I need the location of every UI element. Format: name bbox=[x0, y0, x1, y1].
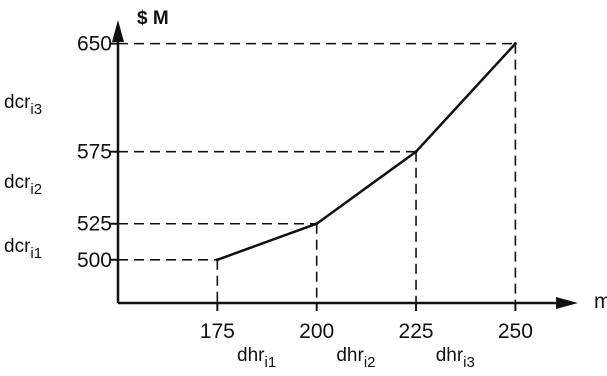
x-tick-label: 175 bbox=[200, 320, 235, 343]
x-segment-label: dhri1 bbox=[237, 345, 276, 371]
data-point bbox=[315, 222, 319, 226]
axes bbox=[112, 20, 578, 309]
y-tick-label: 525 bbox=[77, 213, 112, 236]
x-segment-label: dhri2 bbox=[336, 345, 375, 371]
data-point bbox=[414, 150, 418, 154]
y-axis-unit-label: $ M bbox=[137, 8, 169, 29]
data-point bbox=[513, 42, 517, 46]
y-tick-label: 650 bbox=[77, 33, 112, 56]
tick-labels: 175 200 225 250 500 525 575 650 bbox=[77, 33, 533, 343]
y-axis-arrow bbox=[112, 20, 124, 42]
guide-lines bbox=[118, 42, 517, 303]
x-tick-label: 250 bbox=[498, 320, 533, 343]
x-segment-label: dhri3 bbox=[436, 345, 475, 371]
x-tick-label: 200 bbox=[299, 320, 334, 343]
series bbox=[215, 42, 517, 262]
y-tick-label: 500 bbox=[77, 249, 112, 272]
y-tick-label: 575 bbox=[77, 141, 112, 164]
data-point bbox=[215, 258, 219, 262]
y-segment-label: dcri1 bbox=[4, 236, 42, 262]
y-segment-label: dcri2 bbox=[4, 172, 42, 198]
x-axis-unit-label: m bbox=[594, 290, 607, 313]
cost-curve-line bbox=[216, 42, 517, 261]
x-axis-arrow bbox=[556, 297, 578, 309]
y-segment-label: dcri3 bbox=[4, 92, 42, 118]
x-tick-label: 225 bbox=[399, 320, 434, 343]
segment-labels: dcri1 dcri2 dcri3 dhri1 dhri2 dhri3 bbox=[4, 92, 475, 371]
